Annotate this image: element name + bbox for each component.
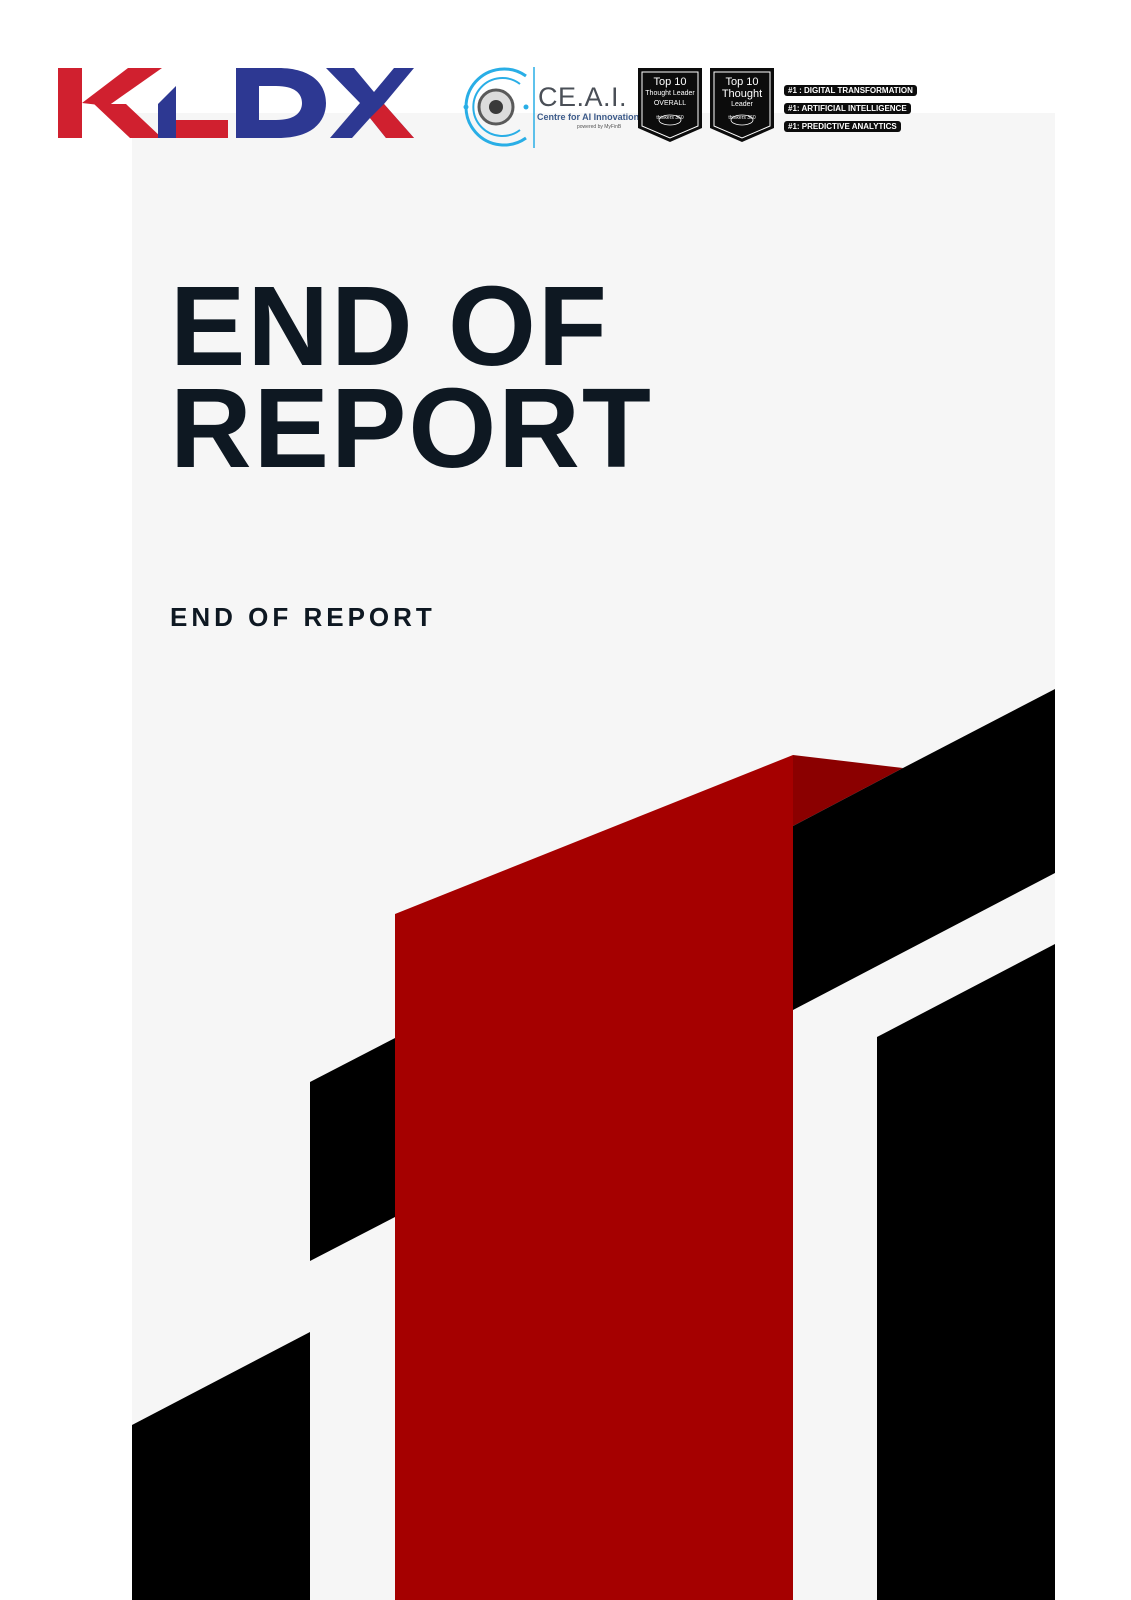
red-pillar (395, 755, 793, 1600)
red-pillar-top (793, 755, 903, 826)
thinkers360-badge-overall: Top 10 Thought Leader OVERALL thinkers 3… (638, 68, 702, 142)
black-block-right-top (793, 689, 1055, 1010)
badge-shape-icon (638, 68, 702, 142)
ceai-subtitle: Centre for AI Innovation (537, 112, 640, 122)
badge-brand: thinkers 360 (656, 115, 684, 121)
ceai-name: CE.A.I. (538, 82, 628, 112)
rankings-list: #1 : DIGITAL TRANSFORMATION #1: ARTIFICI… (784, 80, 917, 134)
kldx-logo (58, 68, 414, 138)
badge-brand: thinkers 360 (728, 115, 756, 121)
thinkers360-badge-leader: Top 10 Thought Leader thinkers 360 (710, 68, 774, 142)
black-block-left-mid (310, 1038, 395, 1261)
ranking-item: #1: ARTIFICIAL INTELLIGENCE (784, 103, 911, 114)
page-subtitle: END OF REPORT (170, 602, 436, 632)
ceai-logo-icon (463, 67, 535, 148)
badge-line-1: Top 10 (725, 76, 759, 88)
ceai-powered-by: powered by MyFinB (577, 124, 622, 130)
title-line-2: REPORT (170, 365, 653, 491)
badge-line-3: OVERALL (653, 100, 687, 107)
badge-line-2: Thought Leader (645, 90, 695, 97)
black-block-right-bottom (877, 944, 1055, 1600)
ranking-item: #1 : DIGITAL TRANSFORMATION (784, 85, 917, 96)
title-line-1: END OF (170, 263, 609, 389)
black-block-left-bottom (132, 1332, 310, 1600)
badge-line-1: Top 10 (653, 76, 687, 88)
header-logos: CE.A.I. Centre for AI Innovation powered… (0, 0, 1131, 150)
ranking-item: #1: PREDICTIVE ANALYTICS (784, 121, 901, 132)
badge-line-2: Thought (721, 88, 763, 100)
page-title: END OF REPORT (170, 263, 653, 491)
badge-shape-icon (710, 68, 774, 142)
badge-line-3: Leader (731, 101, 753, 108)
